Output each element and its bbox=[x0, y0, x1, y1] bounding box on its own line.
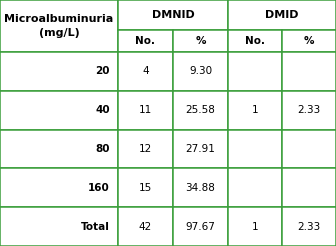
Bar bbox=[173, 52, 228, 91]
Bar bbox=[118, 91, 173, 130]
Bar bbox=[228, 130, 282, 169]
Bar bbox=[118, 169, 173, 207]
Bar bbox=[228, 169, 282, 207]
Bar bbox=[282, 30, 336, 52]
Text: 34.88: 34.88 bbox=[185, 183, 215, 193]
Text: Total: Total bbox=[81, 222, 110, 231]
Text: 12: 12 bbox=[139, 144, 152, 154]
Bar bbox=[173, 207, 228, 246]
Bar bbox=[228, 91, 282, 130]
Bar bbox=[0, 91, 118, 130]
Text: 11: 11 bbox=[139, 105, 152, 115]
Bar bbox=[173, 30, 228, 52]
Text: 1: 1 bbox=[252, 105, 258, 115]
Bar bbox=[0, 0, 118, 52]
Bar bbox=[118, 207, 173, 246]
Text: No.: No. bbox=[245, 36, 265, 46]
Text: DMID: DMID bbox=[265, 10, 299, 20]
Bar bbox=[228, 30, 282, 52]
Text: 2.33: 2.33 bbox=[297, 222, 321, 231]
Text: 40: 40 bbox=[95, 105, 110, 115]
Bar bbox=[173, 169, 228, 207]
Text: 2.33: 2.33 bbox=[297, 105, 321, 115]
Text: No.: No. bbox=[135, 36, 156, 46]
Bar bbox=[228, 207, 282, 246]
Text: DMNID: DMNID bbox=[152, 10, 194, 20]
Bar bbox=[118, 30, 173, 52]
Bar bbox=[118, 52, 173, 91]
Bar bbox=[282, 130, 336, 169]
Bar bbox=[118, 130, 173, 169]
Text: 27.91: 27.91 bbox=[185, 144, 215, 154]
Text: %: % bbox=[304, 36, 314, 46]
Text: 4: 4 bbox=[142, 66, 149, 77]
Text: 160: 160 bbox=[88, 183, 110, 193]
Bar bbox=[228, 52, 282, 91]
Text: 25.58: 25.58 bbox=[185, 105, 215, 115]
Text: 42: 42 bbox=[139, 222, 152, 231]
Bar bbox=[0, 130, 118, 169]
Bar bbox=[282, 169, 336, 207]
Text: 80: 80 bbox=[95, 144, 110, 154]
Bar bbox=[0, 169, 118, 207]
Bar bbox=[228, 0, 336, 30]
Bar bbox=[282, 91, 336, 130]
Text: 20: 20 bbox=[95, 66, 110, 77]
Text: 15: 15 bbox=[139, 183, 152, 193]
Bar bbox=[173, 91, 228, 130]
Bar bbox=[118, 0, 228, 30]
Bar bbox=[282, 207, 336, 246]
Text: 1: 1 bbox=[252, 222, 258, 231]
Bar bbox=[0, 52, 118, 91]
Bar bbox=[282, 52, 336, 91]
Text: 97.67: 97.67 bbox=[185, 222, 215, 231]
Text: %: % bbox=[195, 36, 206, 46]
Text: 9.30: 9.30 bbox=[189, 66, 212, 77]
Bar bbox=[173, 130, 228, 169]
Bar bbox=[0, 207, 118, 246]
Text: Microalbuminuria
(mg/L): Microalbuminuria (mg/L) bbox=[4, 15, 114, 38]
